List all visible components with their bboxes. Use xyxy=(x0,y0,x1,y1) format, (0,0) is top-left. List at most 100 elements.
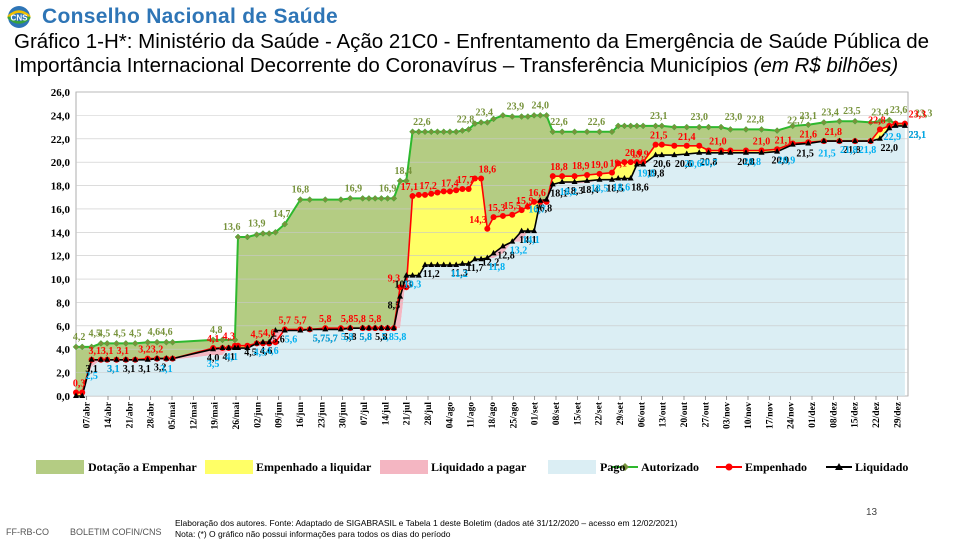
data-label-autorizado: 23,6 xyxy=(890,105,908,116)
marker-empenhado xyxy=(428,190,435,197)
x-tick-label: 08/set xyxy=(552,401,562,425)
marker-empenhado xyxy=(696,142,703,149)
marker-empenhado xyxy=(671,142,678,149)
marker-liquidado xyxy=(478,255,485,262)
marker-liquidado xyxy=(531,227,538,234)
data-label-pago: 20,7 xyxy=(700,158,718,169)
marker-liquidado xyxy=(428,261,435,268)
marker-liquidado xyxy=(901,122,908,128)
marker-autorizado xyxy=(219,336,226,344)
marker-autorizado xyxy=(518,113,525,120)
data-label-autorizado: 4,5 xyxy=(88,328,101,339)
marker-empenhado xyxy=(415,191,422,198)
marker-empenhado xyxy=(409,193,416,200)
marker-liquidado xyxy=(758,149,765,155)
marker-liquidado xyxy=(471,255,478,262)
marker-empenhado xyxy=(652,141,659,148)
marker-autorizado xyxy=(621,122,628,130)
marker-autorizado xyxy=(683,123,691,131)
y-tick-label: 12,0 xyxy=(51,251,71,263)
x-tick-label: 27/out xyxy=(701,401,711,427)
marker-empenhado xyxy=(465,186,472,193)
data-label-empenhado: 15,5 xyxy=(504,201,522,212)
marker-liquidado xyxy=(104,356,111,362)
data-label-liquidado: 12,2 xyxy=(482,257,500,268)
marker-autorizado xyxy=(113,340,120,347)
data-label-empenhado: 16,6 xyxy=(528,188,546,199)
marker-empenhado xyxy=(571,173,578,180)
data-label-liquidado: 19,8 xyxy=(647,168,665,179)
marker-autorizado xyxy=(365,195,373,202)
marker-autorizado xyxy=(820,119,828,126)
data-label-liquidado: 21,5 xyxy=(796,149,814,160)
x-tick-label: 19/mai xyxy=(211,402,221,430)
data-label-empenhado: 20,0 xyxy=(625,148,643,159)
marker-empenhado xyxy=(683,142,690,149)
data-label-autorizado: 4,8 xyxy=(210,325,223,336)
marker-autorizado xyxy=(259,230,267,237)
marker-liquidado xyxy=(253,339,260,346)
marker-autorizado xyxy=(209,336,217,344)
marker-liquidado xyxy=(727,149,734,155)
x-tick-label: 25/ago xyxy=(509,402,519,429)
marker-liquidado xyxy=(378,324,385,331)
marker-autorizado xyxy=(337,196,345,203)
marker-liquidado xyxy=(322,325,329,332)
x-tick-label: 24/nov xyxy=(787,402,797,429)
data-label-autorizado: 22,7 xyxy=(787,116,805,127)
data-label-empenhado: 15,9 xyxy=(516,196,534,207)
marker-liquidado xyxy=(571,178,578,185)
data-label-empenhado: 5,8 xyxy=(369,314,382,325)
data-label-liquidado: 20,8 xyxy=(737,157,755,168)
data-label-autorizado: 23,4 xyxy=(475,107,493,118)
marker-liquidado xyxy=(596,176,603,182)
data-label-pago: 10,3 xyxy=(404,280,422,291)
data-label-liquidado: 20,6 xyxy=(675,159,693,170)
chart-title: Gráfico 1-H*: Ministério da Saúde - Ação… xyxy=(14,30,954,78)
marker-liquidado xyxy=(372,324,379,331)
marker-autorizado xyxy=(434,128,441,136)
data-label-empenhado: 3,2 xyxy=(138,345,151,356)
marker-autorizado xyxy=(103,340,111,347)
data-label-empenhado: 18,9 xyxy=(572,161,590,172)
data-label-liquidado: 11,2 xyxy=(423,269,440,280)
marker-liquidado xyxy=(384,324,391,331)
area-dotacao-a-empenhar xyxy=(76,115,905,393)
marker-liquidado xyxy=(621,175,628,181)
marker-autorizado xyxy=(384,195,391,202)
data-label-liquidado: 10,3 xyxy=(394,280,412,291)
data-label-liquidado: 3,1 xyxy=(107,364,120,375)
x-tick-label: 08/dez xyxy=(829,401,839,428)
marker-autorizado xyxy=(402,177,410,185)
marker-liquidado xyxy=(97,356,104,362)
data-label-liquidado: 3,2 xyxy=(154,363,167,374)
marker-autorizado xyxy=(652,122,659,130)
data-label-autorizado: 23,3 xyxy=(915,109,933,120)
cns-logo-icon: CNS xyxy=(7,6,31,28)
data-label-liquidado: 16,8 xyxy=(535,204,553,215)
marker-autorizado xyxy=(742,126,750,133)
marker-autorizado xyxy=(536,112,544,119)
x-tick-label: 28/jul xyxy=(424,402,434,426)
data-label-autorizado: 23,4 xyxy=(821,107,839,118)
data-label-autorizado: 4,6 xyxy=(148,327,161,338)
x-tick-label: 21/jul xyxy=(403,402,413,426)
marker-liquidado xyxy=(403,272,410,278)
header: CNS Conselho Nacional de Saúde xyxy=(4,4,338,30)
marker-liquidado xyxy=(718,149,725,155)
logo-text: CNS xyxy=(11,14,29,23)
data-label-autorizado: 23,5 xyxy=(843,106,861,117)
marker-liquidado xyxy=(559,178,566,185)
marker-liquidado xyxy=(210,345,217,352)
marker-autorizado xyxy=(153,338,161,346)
marker-empenhado xyxy=(403,284,410,291)
marker-empenhado xyxy=(876,126,883,133)
marker-autorizado xyxy=(378,195,385,202)
marker-liquidado xyxy=(683,150,690,156)
marker-empenhado xyxy=(615,160,622,167)
y-tick-label: 24,0 xyxy=(51,110,71,122)
x-tick-label: 18/ago xyxy=(488,402,498,429)
marker-autorizado xyxy=(608,128,616,136)
marker-liquidado xyxy=(774,148,781,154)
legend-label: Empenhado a liquidar xyxy=(256,460,372,474)
